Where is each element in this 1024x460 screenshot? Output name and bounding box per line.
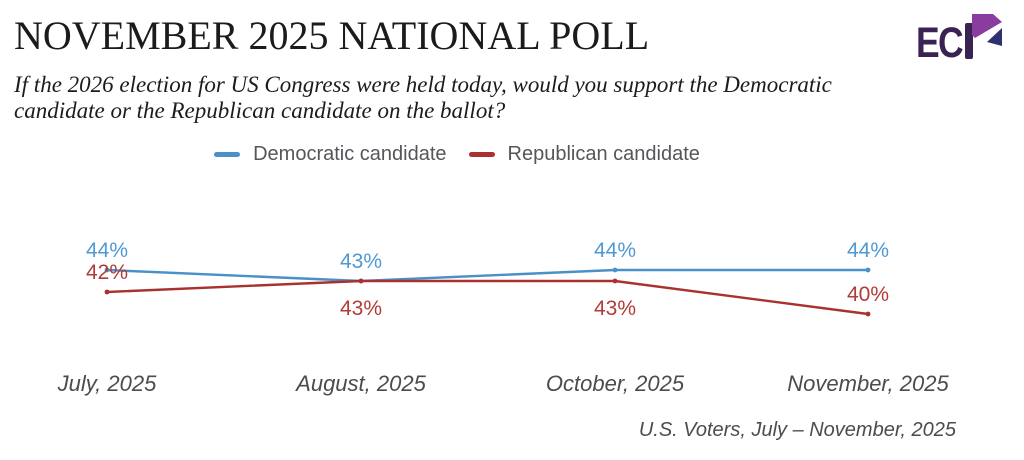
democratic-data-point bbox=[104, 267, 110, 273]
republican-line bbox=[105, 279, 870, 316]
poll-question: If the 2026 election for US Congress wer… bbox=[14, 72, 832, 124]
republican-data-point bbox=[358, 278, 364, 284]
democratic-line bbox=[105, 268, 870, 283]
republican-data-point bbox=[104, 289, 110, 295]
legend-item-democratic: Democratic candidate bbox=[214, 143, 447, 166]
poll-line-chart: 44% 43% 44% 44%42%43% 43%40% bbox=[86, 239, 889, 320]
republican-data-point bbox=[612, 278, 618, 284]
x-axis-label: October, 2025 bbox=[545, 371, 685, 396]
logo-p-glyph bbox=[965, 14, 1002, 59]
legend-label-republican: Republican candidate bbox=[507, 143, 700, 165]
republican-value-label: 43% bbox=[594, 297, 636, 320]
republican-line-swatch bbox=[468, 152, 495, 157]
republican-data-point bbox=[865, 311, 871, 317]
x-axis-label: August, 2025 bbox=[296, 371, 426, 396]
page-title: NOVEMBER 2025 NATIONAL POLL bbox=[14, 13, 650, 58]
ecp-logo: EC bbox=[916, 14, 1002, 64]
democratic-line-swatch bbox=[214, 152, 241, 157]
democratic-value-label: 44% bbox=[86, 239, 128, 262]
poll-question-line-1: If the 2026 election for US Congress wer… bbox=[14, 72, 832, 97]
chart-legend: Democratic candidate Republican candidat… bbox=[0, 143, 969, 166]
democratic-data-point bbox=[865, 267, 871, 273]
democratic-value-label: 44% bbox=[847, 239, 889, 262]
x-axis-label: July, 2025 bbox=[57, 371, 157, 396]
x-axis-label: November, 2025 bbox=[787, 371, 949, 396]
republican-value-label: 40% bbox=[847, 283, 889, 306]
democratic-value-label: 43% bbox=[340, 250, 382, 273]
democratic-data-point bbox=[612, 267, 618, 273]
logo-letters-ec: EC bbox=[916, 19, 963, 64]
source-note: U.S. Voters, July – November, 2025 bbox=[638, 419, 956, 441]
democratic-value-label: 44% bbox=[594, 239, 636, 262]
legend-item-republican: Republican candidate bbox=[468, 143, 700, 166]
x-axis-labels: July, 2025 August, 2025 October, 2025 Novem… bbox=[0, 371, 1024, 399]
legend-label-democratic: Democratic candidate bbox=[253, 143, 447, 165]
republican-value-label: 43% bbox=[340, 297, 382, 320]
republican-value-label: 42% bbox=[86, 261, 128, 284]
poll-question-line-2: candidate or the Republican candidate on… bbox=[14, 98, 506, 123]
